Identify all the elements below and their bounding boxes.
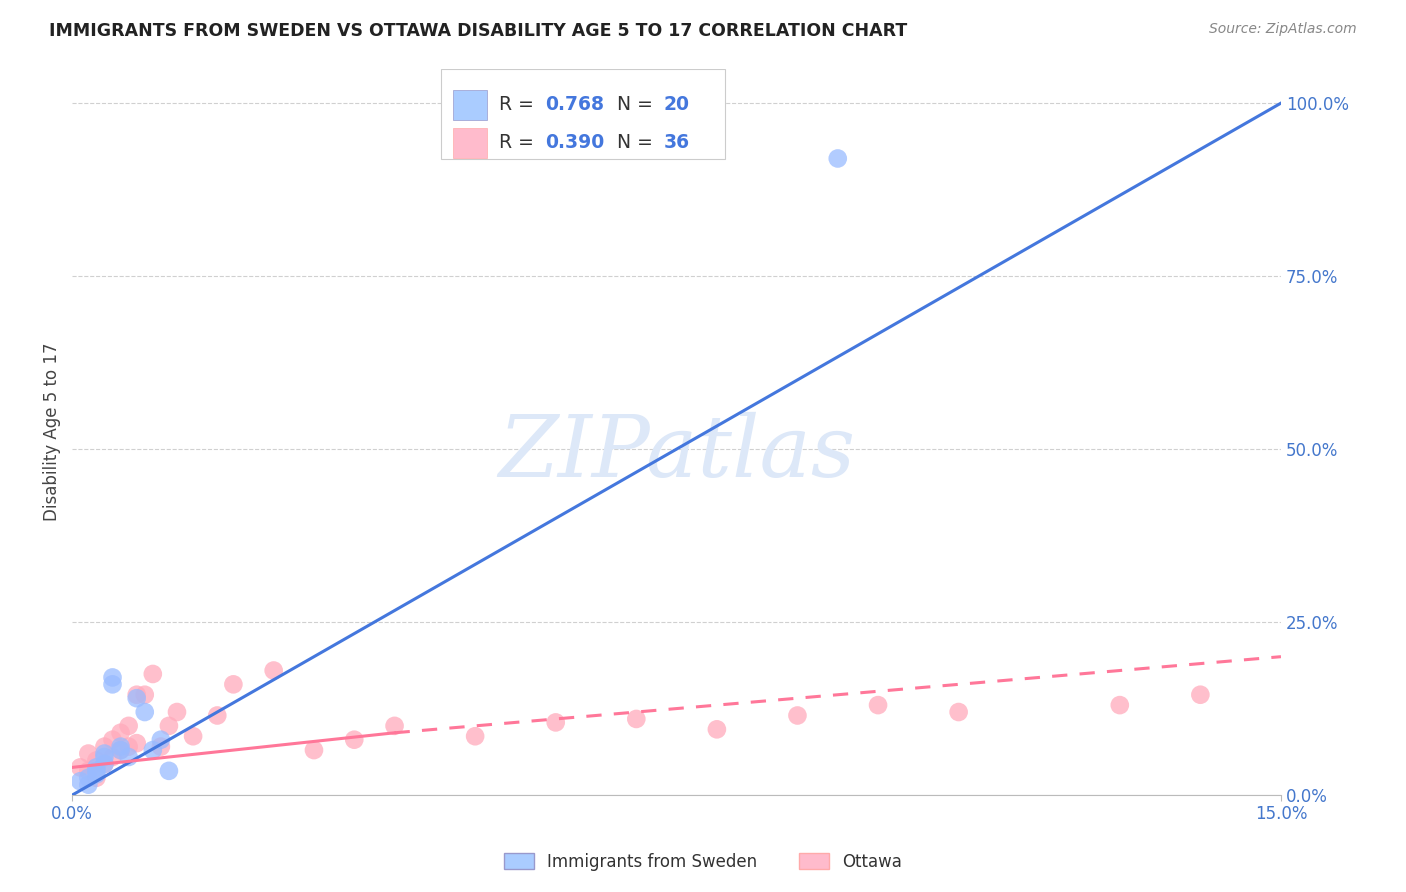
Bar xyxy=(453,89,486,120)
Point xyxy=(343,732,366,747)
Point xyxy=(110,726,132,740)
Point xyxy=(948,705,970,719)
Point xyxy=(626,712,648,726)
Point xyxy=(786,708,808,723)
Point xyxy=(302,743,325,757)
Point xyxy=(125,691,148,706)
Point xyxy=(110,739,132,754)
Point xyxy=(384,719,406,733)
Point xyxy=(93,739,115,754)
Point xyxy=(69,760,91,774)
Text: ZIPatlas: ZIPatlas xyxy=(498,412,855,495)
Point xyxy=(142,667,165,681)
Point xyxy=(86,771,108,785)
Point xyxy=(544,715,567,730)
Point xyxy=(868,698,890,712)
Text: 0.768: 0.768 xyxy=(546,95,603,114)
FancyBboxPatch shape xyxy=(441,69,725,160)
Text: 20: 20 xyxy=(664,95,689,114)
Point xyxy=(149,732,172,747)
Point xyxy=(93,756,115,771)
Point xyxy=(86,754,108,768)
Point xyxy=(93,750,115,764)
Point xyxy=(110,743,132,757)
Text: 0.390: 0.390 xyxy=(546,134,605,153)
Text: Source: ZipAtlas.com: Source: ZipAtlas.com xyxy=(1209,22,1357,37)
Point xyxy=(69,774,91,789)
Point xyxy=(706,723,728,737)
Point xyxy=(142,743,165,757)
Point xyxy=(101,732,124,747)
Point xyxy=(1189,688,1212,702)
Point xyxy=(181,729,204,743)
Text: N =: N = xyxy=(617,134,659,153)
Point xyxy=(93,747,115,761)
Point xyxy=(77,747,100,761)
Point xyxy=(86,760,108,774)
Point xyxy=(464,729,486,743)
Point xyxy=(166,705,188,719)
Point xyxy=(101,750,124,764)
Point xyxy=(86,764,108,778)
Point xyxy=(77,778,100,792)
Point xyxy=(149,739,172,754)
Text: N =: N = xyxy=(617,95,659,114)
Point xyxy=(77,764,100,778)
Point xyxy=(101,677,124,691)
Point xyxy=(134,688,156,702)
Point xyxy=(263,664,285,678)
Point xyxy=(222,677,245,691)
Text: R =: R = xyxy=(499,95,540,114)
Point xyxy=(77,771,100,785)
Legend: Immigrants from Sweden, Ottawa: Immigrants from Sweden, Ottawa xyxy=(495,845,911,880)
Point xyxy=(117,750,139,764)
Point xyxy=(207,708,229,723)
Point xyxy=(125,688,148,702)
Point xyxy=(86,767,108,781)
Bar xyxy=(453,128,486,158)
Point xyxy=(110,743,132,757)
Point xyxy=(125,736,148,750)
Point xyxy=(93,756,115,771)
Point xyxy=(101,670,124,684)
Point xyxy=(117,739,139,754)
Point xyxy=(134,705,156,719)
Point xyxy=(157,719,180,733)
Text: 36: 36 xyxy=(664,134,689,153)
Y-axis label: Disability Age 5 to 17: Disability Age 5 to 17 xyxy=(44,343,60,521)
Text: IMMIGRANTS FROM SWEDEN VS OTTAWA DISABILITY AGE 5 TO 17 CORRELATION CHART: IMMIGRANTS FROM SWEDEN VS OTTAWA DISABIL… xyxy=(49,22,907,40)
Point xyxy=(157,764,180,778)
Point xyxy=(827,152,849,166)
Point xyxy=(1108,698,1130,712)
Point xyxy=(117,719,139,733)
Text: R =: R = xyxy=(499,134,540,153)
